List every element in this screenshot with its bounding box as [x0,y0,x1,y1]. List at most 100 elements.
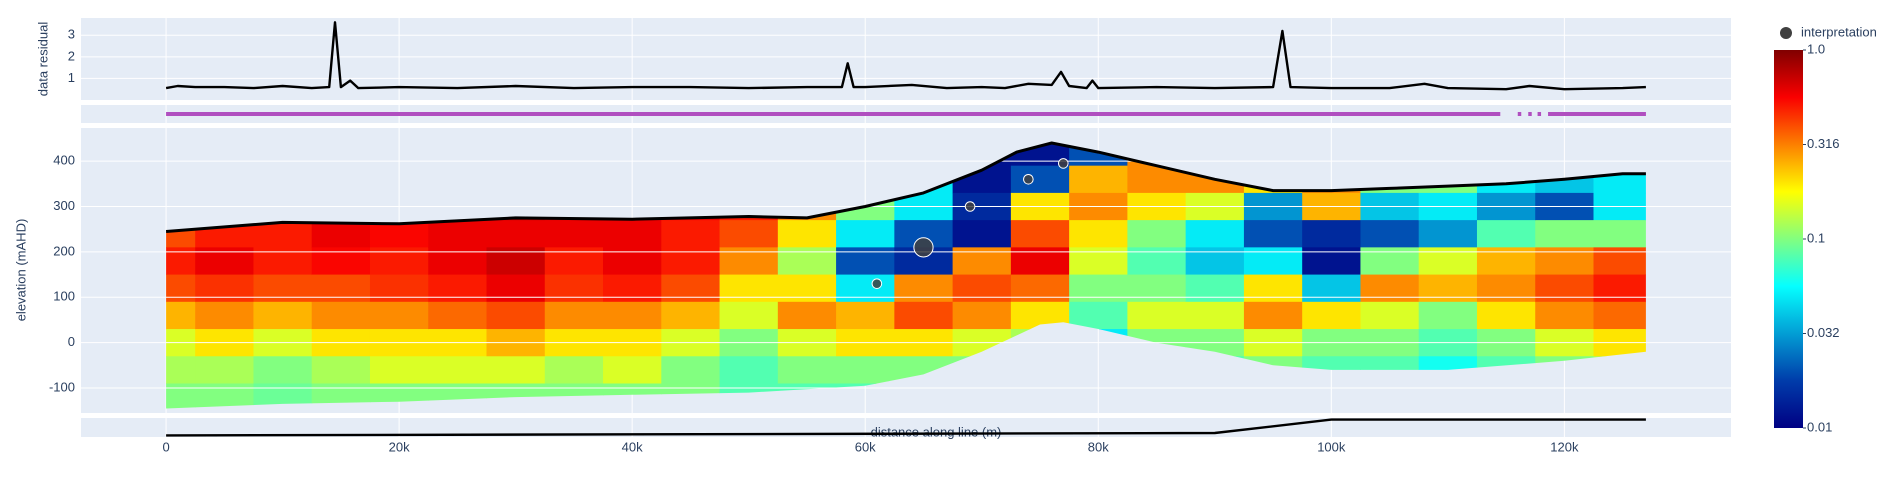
section-cell [1127,301,1187,330]
section-cell [603,301,662,330]
x-axis-title: distance along line (m) [871,424,1002,439]
y-axis-title: elevation (mAHD) [13,219,28,322]
colorbar-tick-label: 0.316 [1807,136,1840,151]
section-cell [253,274,313,303]
section-cell [1593,220,1646,248]
data-line [166,418,1646,437]
legend-marker [1780,27,1792,39]
x-tick-label: 20k [389,439,410,454]
section-cell [1243,301,1303,330]
strip-segment [1537,112,1542,116]
section-cell [253,301,313,330]
section-cell [719,301,779,330]
section-cell [1185,301,1245,330]
plot-area [81,418,1731,437]
section-cell [952,220,1012,248]
section-cell [661,301,721,330]
section-cell [369,301,429,330]
colorbar [1774,50,1803,428]
section-cell [1069,220,1128,248]
section-cell [1010,220,1070,248]
section-cell [1360,301,1420,330]
interpretation-point [964,201,976,212]
section-cell [1593,301,1646,330]
section-cell [1593,274,1646,303]
section-cell [1360,220,1420,248]
section-cell [428,274,488,303]
section-cell [777,274,837,303]
section-cell [952,274,1012,303]
section-cell [195,274,254,303]
section-cell [894,274,954,303]
section-cell [486,356,546,385]
section-cell [603,274,662,303]
topography-line [165,141,1646,233]
section-cell [1535,220,1594,248]
section-cell [952,301,1012,330]
section-cell [253,356,313,385]
section-cell [661,356,721,385]
y-tick-label: 0 [68,334,75,349]
section-cell [369,274,429,303]
colorbar-tick-label: 1.0 [1807,41,1825,56]
section-cell [836,356,895,385]
section-cell [719,220,779,248]
section-cell [1418,220,1478,248]
section-cell [428,220,488,248]
data-line [165,21,1646,91]
legend-label: interpretation [1801,24,1877,39]
strip-segment [1548,112,1646,116]
section-cell [836,220,895,248]
section-cell [1476,220,1536,248]
section-cell [1476,274,1536,303]
section-cell [1476,301,1536,330]
y-tick-label: 3 [68,27,75,42]
section-cell [661,274,721,303]
section-cell [719,356,779,385]
section-cell [1185,274,1245,303]
section-cell [544,356,604,385]
section-cell [1535,274,1594,303]
section-cell [777,301,837,330]
strip-segment [1517,112,1522,116]
section-cell [1185,220,1245,248]
section-cell [1302,220,1361,248]
section-cell [369,356,429,385]
section-cell [195,301,254,330]
y-tick-label: 1 [68,70,75,85]
interpretation-point [871,278,883,289]
section-cell [1360,274,1420,303]
x-tick-label: 0 [162,439,169,454]
section-cell [603,356,662,385]
section-cell [1243,220,1303,248]
section-cell [661,220,721,248]
section-cell [486,220,546,248]
x-tick-label: 60k [855,439,876,454]
section-cell [1302,274,1361,303]
section-cell [603,220,662,248]
y-tick-label: 400 [53,153,75,168]
section-cell [486,301,546,330]
section-cell [311,274,371,303]
section-cell [836,274,895,303]
section-cell [1010,274,1070,303]
x-tick-label: 40k [622,439,643,454]
section-cell [1243,274,1303,303]
colorbar-tick-label: 0.032 [1807,325,1840,340]
section-cell [486,274,546,303]
section-cell [428,356,488,385]
section-cell [1127,274,1187,303]
section-cell [1418,274,1478,303]
section-cell [1535,301,1594,330]
section-cell [428,301,488,330]
section-cell [166,301,196,330]
x-tick-label: 100k [1317,439,1346,454]
y-tick-label: 300 [53,198,75,213]
section-cell [1069,274,1128,303]
section-cell [311,301,371,330]
interpretation-point [1058,158,1069,169]
x-tick-label: 80k [1088,439,1109,454]
strip-segment [1528,112,1532,116]
colorbar-tick-label: 0.01 [1807,419,1832,434]
section-cell [1069,301,1128,330]
